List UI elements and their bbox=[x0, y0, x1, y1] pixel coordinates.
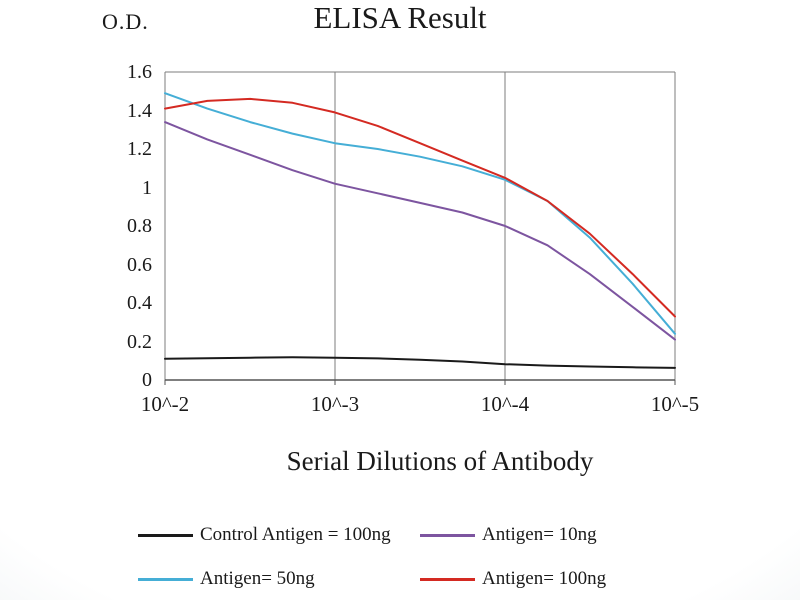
legend: Control Antigen = 100ng Antigen= 10ng An… bbox=[138, 524, 698, 590]
y-axis-tick-labels: 1.6 1.4 1.2 1 0.8 0.6 0.4 0.2 0 bbox=[127, 61, 152, 391]
legend-label: Control Antigen = 100ng bbox=[200, 524, 391, 545]
chart-title: ELISA Result bbox=[313, 0, 487, 35]
legend-line-swatch-purple bbox=[420, 533, 475, 537]
x-axis-tick-labels: 10^-2 10^-3 10^-4 10^-5 bbox=[140, 392, 700, 416]
plot-area bbox=[164, 71, 676, 385]
legend-item-antigen-50ng: Antigen= 50ng bbox=[138, 568, 420, 590]
legend-line-swatch-black bbox=[138, 533, 193, 537]
y-axis-title: O.D. bbox=[102, 9, 149, 34]
legend-label: Antigen= 50ng bbox=[200, 568, 315, 589]
legend-line-swatch-blue bbox=[138, 577, 193, 581]
legend-item-control-antigen: Control Antigen = 100ng bbox=[138, 524, 420, 546]
legend-item-antigen-10ng: Antigen= 10ng bbox=[420, 524, 698, 546]
x-axis-title: Serial Dilutions of Antibody bbox=[286, 446, 594, 476]
legend-item-antigen-100ng: Antigen= 100ng bbox=[420, 568, 698, 590]
legend-label: Antigen= 100ng bbox=[482, 568, 607, 589]
legend-label: Antigen= 10ng bbox=[482, 524, 597, 545]
legend-line-swatch-red bbox=[420, 577, 475, 581]
